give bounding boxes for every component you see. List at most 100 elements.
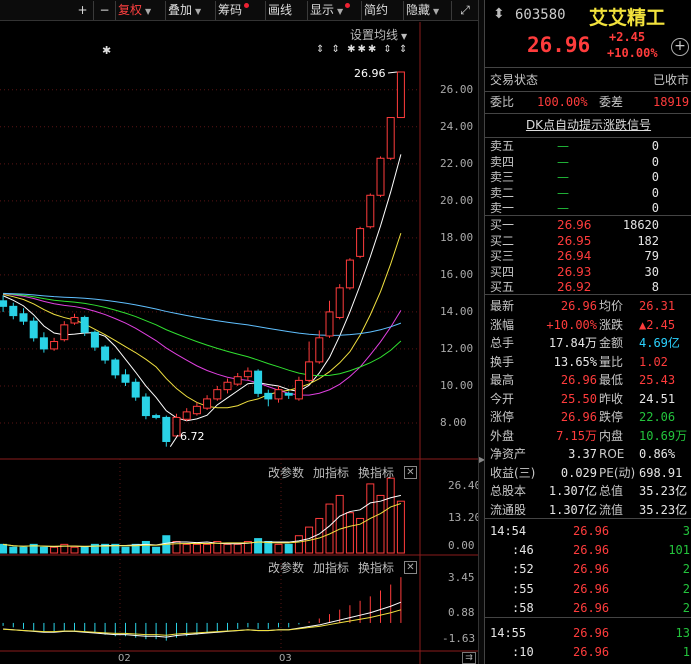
zoom-in-button[interactable]: +: [72, 1, 94, 20]
stat-value: 1.307亿: [548, 484, 597, 498]
stat-value: +10.00%: [546, 317, 597, 332]
volume-bar: [141, 540, 150, 554]
fullscreen-button[interactable]: ⤢: [454, 1, 476, 20]
price-axis-label: 16.00: [440, 267, 474, 281]
stat-label: 涨幅: [490, 317, 515, 332]
kline-chart[interactable]: [0, 22, 478, 664]
simple-button[interactable]: 简约: [362, 1, 404, 20]
expand-icon: ⤢: [460, 3, 470, 17]
candle-down: [254, 370, 263, 394]
stat-value: 22.06: [639, 410, 676, 424]
stat-row: 换手 13.65% 量比 1.02: [485, 353, 691, 371]
scroll-right-icon[interactable]: ⇉: [462, 652, 476, 664]
price-axis-label: 18.00: [440, 230, 474, 244]
stat-value: 35.23亿: [639, 502, 688, 517]
collapse-chevron-icon[interactable]: ⬍: [493, 6, 505, 22]
price-change: +2.45: [609, 30, 646, 44]
ask-level-label: 卖三: [490, 170, 515, 185]
stat-row: 最高 26.96 最低 25.43: [485, 371, 691, 389]
macd-axis-bottom: -1.63: [442, 632, 476, 645]
ask-price: —: [557, 170, 569, 185]
stock-code: 603580: [515, 7, 566, 23]
bid-price: 26.95: [557, 233, 592, 248]
bid-price: 26.94: [557, 249, 592, 264]
add-watchlist-button[interactable]: +: [671, 38, 689, 56]
ma-settings-button[interactable]: 设置均线 ▼: [350, 26, 407, 43]
tick-row: :52 26.96 2: [485, 560, 691, 578]
volume-bar: [243, 540, 252, 554]
volume-bar: [60, 543, 69, 554]
candle-up: [192, 405, 201, 415]
volume-bar: [50, 546, 59, 554]
macd-axis-top: 3.45: [448, 571, 475, 584]
candle-up: [50, 341, 59, 350]
hide-label: 隐藏: [406, 3, 431, 17]
vol-close-icon[interactable]: ✕: [404, 466, 417, 479]
stat-value: 10.69万: [639, 428, 688, 443]
tick-time: :58: [512, 600, 534, 615]
vol-change-params-button[interactable]: 改参数: [268, 466, 305, 480]
tick-volume: 101: [668, 543, 690, 558]
bid-level-label: 买二: [490, 233, 515, 248]
weicha-label: 委差: [599, 95, 624, 109]
candle-up: [233, 376, 242, 385]
notification-dot-icon: [345, 3, 351, 8]
hide-button[interactable]: 隐藏 ▼: [404, 1, 452, 20]
zoom-out-button[interactable]: −: [94, 1, 116, 20]
volume-bar: [315, 517, 324, 554]
volume-bar: [264, 540, 273, 554]
tick-price: 26.96: [573, 562, 610, 577]
restore-rights-button[interactable]: 复权 ▼: [116, 1, 166, 20]
stat-label: 金额: [599, 336, 624, 350]
bid-row: 买四 26.93 30: [485, 264, 691, 280]
candle-down: [264, 392, 273, 400]
candle-up: [172, 416, 181, 437]
candle-up: [305, 361, 314, 381]
ask-level-label: 卖二: [490, 185, 515, 200]
ask-row: 卖二 — 0: [485, 185, 691, 201]
candle-up: [243, 370, 252, 378]
ma30-line: [3, 293, 402, 377]
display-button[interactable]: 显示 ▼: [308, 1, 362, 20]
bid-volume: 182: [637, 233, 659, 248]
macd-switch-indicator-button[interactable]: 换指标: [358, 561, 395, 575]
stat-value: 7.15万: [556, 428, 597, 443]
stat-value: 13.65%: [553, 354, 597, 369]
bid-level-label: 买四: [490, 264, 515, 279]
tick-time: :55: [512, 581, 534, 596]
ask-level-label: 卖四: [490, 154, 515, 169]
vol-add-indicator-button[interactable]: 加指标: [313, 466, 350, 480]
volume-bar: [9, 546, 18, 554]
volume-bar: [0, 543, 8, 554]
draw-line-button[interactable]: 画线: [266, 1, 308, 20]
tick-price: 26.96: [573, 645, 610, 660]
panel-splitter[interactable]: ▶: [478, 0, 486, 664]
candle-up: [203, 398, 212, 409]
overlay-label: 叠加: [168, 3, 193, 17]
stat-value: 25.43: [639, 373, 676, 387]
volume-bar: [274, 543, 283, 554]
ma5-line: [2, 154, 402, 422]
macd-change-params-button[interactable]: 改参数: [268, 561, 305, 575]
bid-volume: 30: [644, 264, 659, 279]
candle-up: [70, 316, 79, 324]
stat-row: 净资产 3.37 ROE 0.86%: [485, 445, 691, 463]
macd-add-indicator-button[interactable]: 加指标: [313, 561, 350, 575]
stat-value: 698.91: [639, 465, 683, 480]
tick-row: :46 26.96 101: [485, 541, 691, 559]
dk-signal-link[interactable]: DK点自动提示涨跌信号: [485, 116, 691, 134]
overlay-button[interactable]: 叠加 ▼: [166, 1, 216, 20]
collapse-arrow-icon[interactable]: ▶: [479, 455, 486, 464]
volume-bar: [325, 503, 334, 554]
volume-bar: [101, 543, 110, 554]
candle-down: [0, 300, 8, 307]
macd-close-icon[interactable]: ✕: [404, 561, 417, 574]
dk-signal-label: DK点自动提示涨跌信号: [525, 118, 652, 132]
stat-value: 26.31: [639, 299, 676, 313]
volume-bar: [121, 546, 130, 554]
status-label: 交易状态: [490, 73, 539, 87]
vol-switch-indicator-button[interactable]: 换指标: [358, 466, 395, 480]
ask-price: —: [557, 154, 569, 169]
volume-bar: [131, 543, 140, 554]
chips-button[interactable]: 筹码: [216, 1, 266, 20]
